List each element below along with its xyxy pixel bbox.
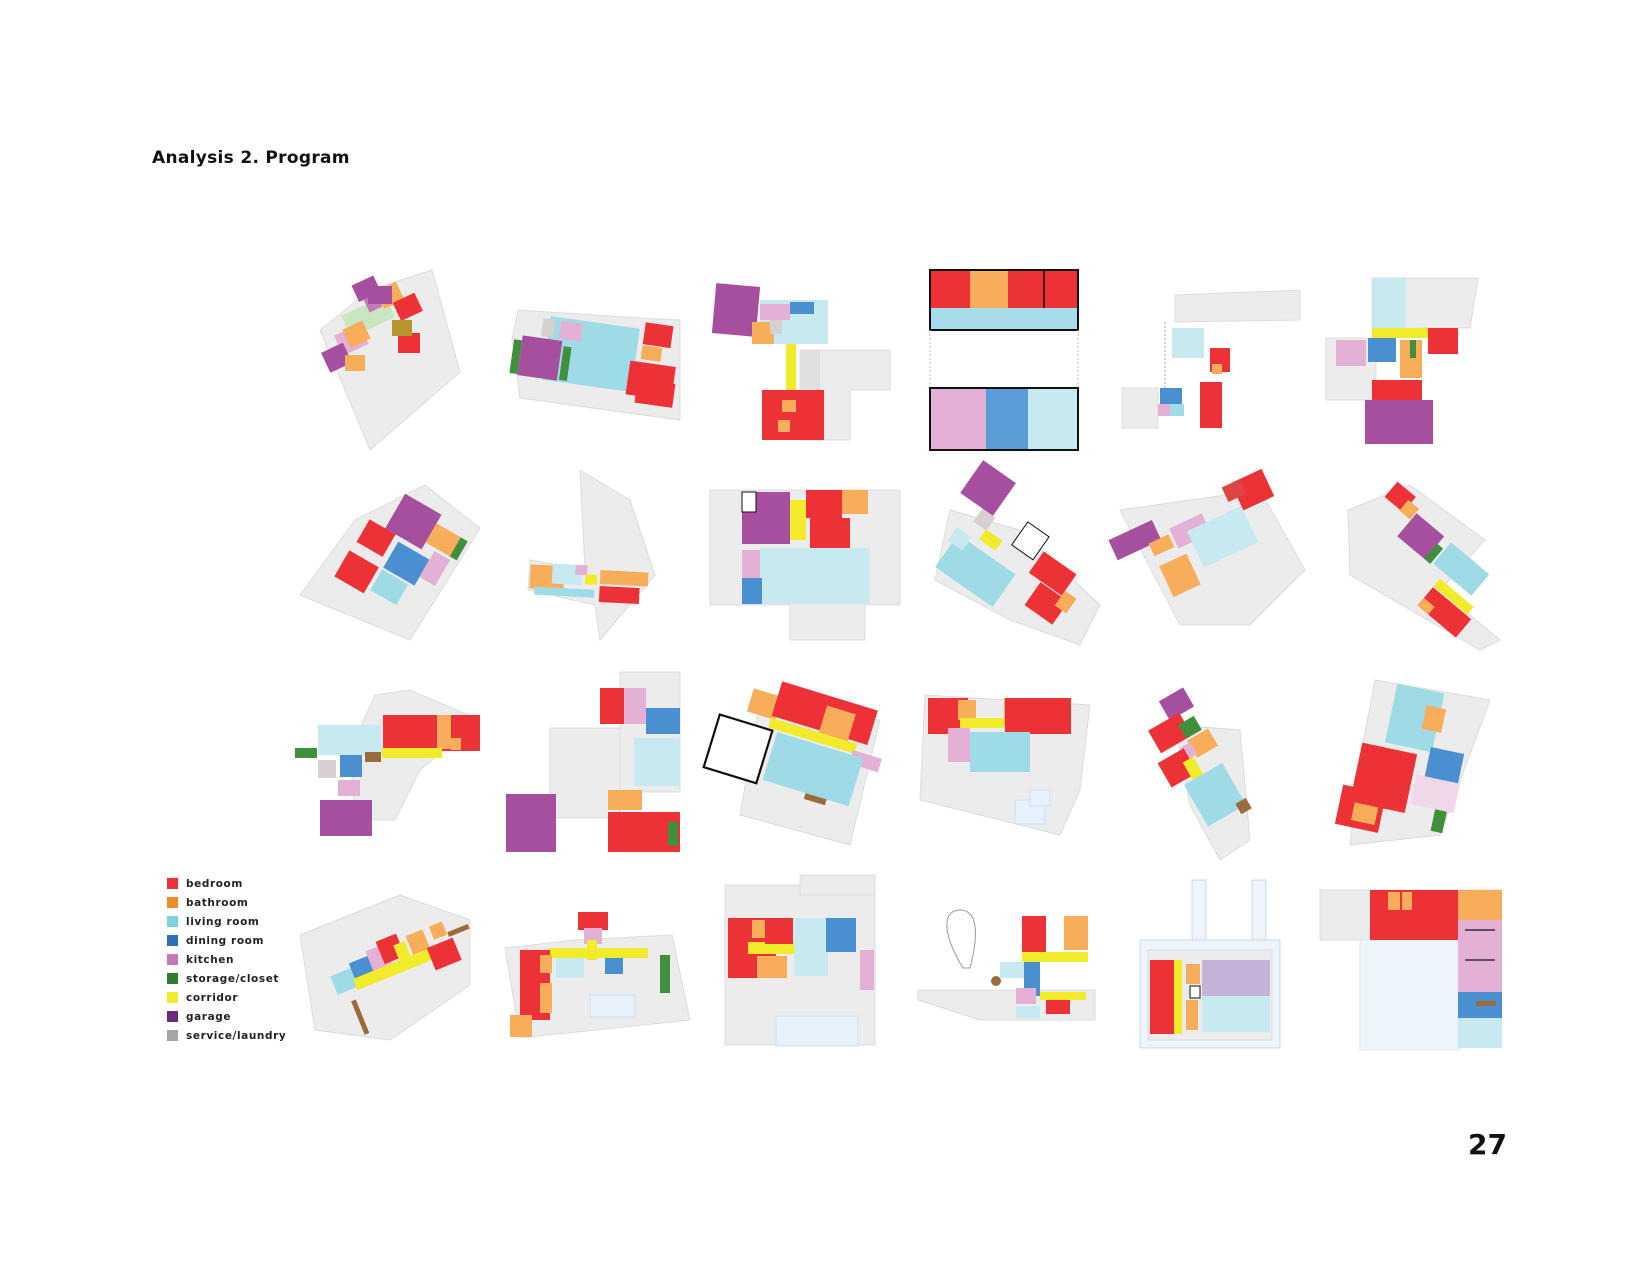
plan-r3-c3: [702, 681, 882, 846]
plan-r3-c5: [1148, 687, 1252, 861]
plan-r3-c1: [295, 689, 481, 836]
legend-item-bathroom: bathroom: [167, 893, 286, 912]
legend-swatch: [167, 992, 178, 1003]
legend-label: dining room: [186, 934, 264, 947]
legend-swatch: [167, 1030, 178, 1041]
legend-item-storage-closet: storage/closet: [167, 969, 286, 988]
plan-r4-c4: [917, 909, 1096, 1021]
legend-label: living room: [186, 915, 260, 928]
plan-r2-c1-r1: [509, 309, 681, 421]
legend-label: corridor: [186, 991, 239, 1004]
plan-r3-c2: [506, 671, 681, 852]
legend-item-dining-room: dining room: [167, 931, 286, 950]
plan-r2-c3: [709, 489, 901, 641]
legend-label: kitchen: [186, 953, 235, 966]
plan-r1-c4: [929, 269, 1079, 451]
plan-r2-c6: [1347, 481, 1501, 651]
plan-r1-c1: [319, 269, 461, 451]
program-legend: bedroom bathroom living room dining room…: [167, 874, 286, 1045]
legend-label: bathroom: [186, 896, 249, 909]
legend-item-corridor: corridor: [167, 988, 286, 1007]
legend-swatch: [167, 935, 178, 946]
plan-r4-c2: [504, 912, 691, 1039]
legend-label: service/laundry: [186, 1029, 287, 1042]
page-title: Analysis 2. Program: [152, 148, 350, 168]
plan-r1-c6: [1325, 277, 1479, 444]
plan-r2-c4: [934, 460, 1101, 646]
legend-item-kitchen: kitchen: [167, 950, 286, 969]
legend-swatch: [167, 1011, 178, 1022]
legend-item-living-room: living room: [167, 912, 286, 931]
legend-label: bedroom: [186, 877, 243, 890]
legend-item-service-laundry: service/laundry: [167, 1026, 286, 1045]
plan-r1-c5: [1121, 289, 1301, 429]
legend-swatch: [167, 954, 178, 965]
plan-r4-c6: [1319, 889, 1502, 1051]
legend-swatch: [167, 916, 178, 927]
plan-r2-c1: [299, 484, 481, 641]
legend-swatch: [167, 878, 178, 889]
plan-r2-c5: [1108, 468, 1306, 626]
plan-r4-c3: [724, 874, 876, 1047]
legend-item-garage: garage: [167, 1007, 286, 1026]
plan-r3-c4: [919, 694, 1091, 836]
plan-r4-c5: [1139, 879, 1281, 1049]
plan-r4-c1: [299, 894, 471, 1041]
plan-r3-c6: [1334, 679, 1491, 846]
legend-label: garage: [186, 1010, 232, 1023]
page-number: 27: [1468, 1128, 1507, 1161]
plan-r2-c2: [527, 469, 656, 642]
legend-item-bedroom: bedroom: [167, 874, 286, 893]
legend-swatch: [167, 897, 178, 908]
plan-r1-c3: [711, 283, 891, 441]
legend-swatch: [167, 973, 178, 984]
legend-label: storage/closet: [186, 972, 280, 985]
